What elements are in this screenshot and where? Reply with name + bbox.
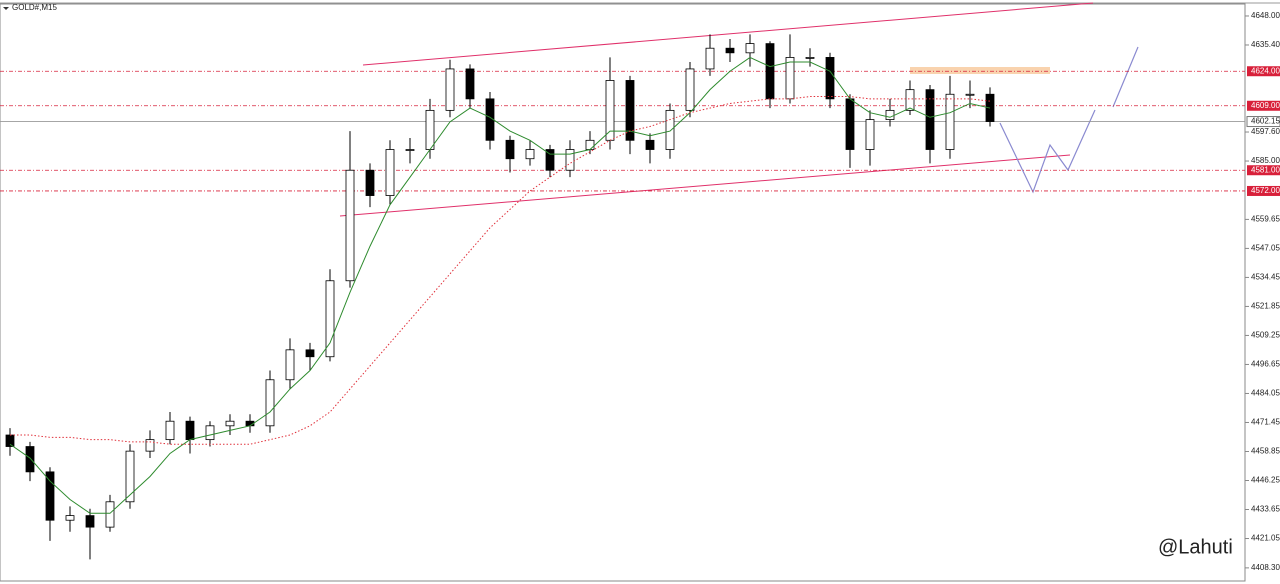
candle-body bbox=[925, 89, 935, 150]
candle-body bbox=[585, 139, 595, 150]
projection-path bbox=[999, 109, 1096, 194]
candle-body bbox=[85, 515, 95, 528]
channel-upper bbox=[362, 2, 1094, 66]
candle-body bbox=[25, 446, 35, 473]
y-tick-label: 4547.05 bbox=[1251, 244, 1280, 253]
candle-body bbox=[825, 57, 835, 100]
candle-body bbox=[145, 439, 155, 452]
candle-body bbox=[745, 43, 755, 54]
candle-body bbox=[325, 280, 335, 358]
candle-body bbox=[725, 47, 735, 54]
y-tick-label: 4421.05 bbox=[1251, 534, 1280, 543]
candle-body bbox=[665, 109, 675, 150]
candle-body bbox=[465, 68, 475, 100]
current-price-label: 4602.15 bbox=[1251, 117, 1280, 126]
candle-body bbox=[965, 93, 975, 96]
candle-body bbox=[885, 109, 895, 120]
candle-body bbox=[285, 349, 295, 381]
level-label-box bbox=[1247, 165, 1280, 176]
y-tick-label: 4534.45 bbox=[1251, 273, 1280, 282]
candle-body bbox=[125, 450, 135, 503]
level-label-box bbox=[1247, 185, 1280, 196]
y-tick-label: 4521.85 bbox=[1251, 302, 1280, 311]
channel-lower bbox=[339, 154, 1071, 217]
candle-body bbox=[705, 47, 715, 70]
y-tick-label: 4408.30 bbox=[1251, 563, 1280, 572]
y-tick-label: 4458.85 bbox=[1251, 447, 1280, 456]
y-tick-label: 4509.25 bbox=[1251, 331, 1280, 340]
y-tick-label: 4471.45 bbox=[1251, 418, 1280, 427]
candle-body bbox=[625, 80, 635, 141]
menu-arrow[interactable] bbox=[3, 7, 9, 10]
candle-body bbox=[425, 109, 435, 150]
y-tick-label: 4597.60 bbox=[1251, 127, 1280, 136]
candle-body bbox=[565, 149, 575, 171]
candle-body bbox=[305, 349, 315, 358]
candle-body bbox=[945, 93, 955, 150]
supply-zone bbox=[910, 67, 1050, 74]
y-tick-label: 4433.65 bbox=[1251, 505, 1280, 514]
candle-body bbox=[865, 119, 875, 150]
candle-body bbox=[765, 43, 775, 100]
candle-body bbox=[545, 149, 555, 171]
candle-body bbox=[65, 515, 75, 521]
candle-body bbox=[345, 169, 355, 282]
candle-body bbox=[45, 471, 55, 521]
series-layer: 4648.00 4635.40 4597.60 4585.00 4559.65 4547.… bbox=[0, 11, 1280, 572]
candle-body bbox=[205, 425, 215, 441]
candle-body bbox=[385, 149, 395, 196]
candle-body bbox=[445, 68, 455, 111]
moving-average bbox=[10, 96, 991, 445]
candle-body bbox=[265, 379, 275, 427]
level-label: 4624.00 bbox=[1251, 66, 1280, 75]
candle-body bbox=[685, 68, 695, 111]
candle-body bbox=[405, 149, 415, 151]
candle-body bbox=[225, 420, 235, 427]
y-tick-label: 4484.05 bbox=[1251, 389, 1280, 398]
candle-body bbox=[785, 57, 795, 100]
candle-body bbox=[845, 98, 855, 150]
y-tick-label: 4648.00 bbox=[1251, 11, 1280, 20]
candle-body bbox=[905, 89, 915, 111]
level-label-box bbox=[1247, 66, 1280, 77]
y-tick-label: 4635.40 bbox=[1251, 40, 1280, 49]
level-label: 4572.00 bbox=[1251, 186, 1280, 195]
candle-body bbox=[805, 57, 815, 59]
symbol-title: GOLD#,M15 bbox=[12, 3, 57, 12]
candle-body bbox=[365, 169, 375, 196]
level-label-box bbox=[1247, 100, 1280, 111]
y-tick-label: 4446.25 bbox=[1251, 476, 1280, 485]
candle-body bbox=[525, 149, 535, 160]
y-tick-label: 4496.65 bbox=[1251, 360, 1280, 369]
y-tick-label: 4585.00 bbox=[1251, 156, 1280, 165]
candle-body bbox=[185, 420, 195, 441]
candle-body bbox=[645, 139, 655, 150]
current-price-box bbox=[1246, 116, 1280, 128]
watermark: @Lahuti bbox=[1158, 536, 1233, 558]
candle-body bbox=[105, 501, 115, 528]
y-tick-label: 4559.65 bbox=[1251, 215, 1280, 224]
projection-path bbox=[1112, 46, 1139, 108]
level-label: 4609.00 bbox=[1251, 101, 1280, 110]
candle-body bbox=[505, 139, 515, 160]
plot-frame bbox=[0, 3, 1246, 582]
candle-body bbox=[165, 420, 175, 441]
level-label: 4581.00 bbox=[1251, 165, 1280, 174]
moving-average bbox=[9, 56, 991, 514]
